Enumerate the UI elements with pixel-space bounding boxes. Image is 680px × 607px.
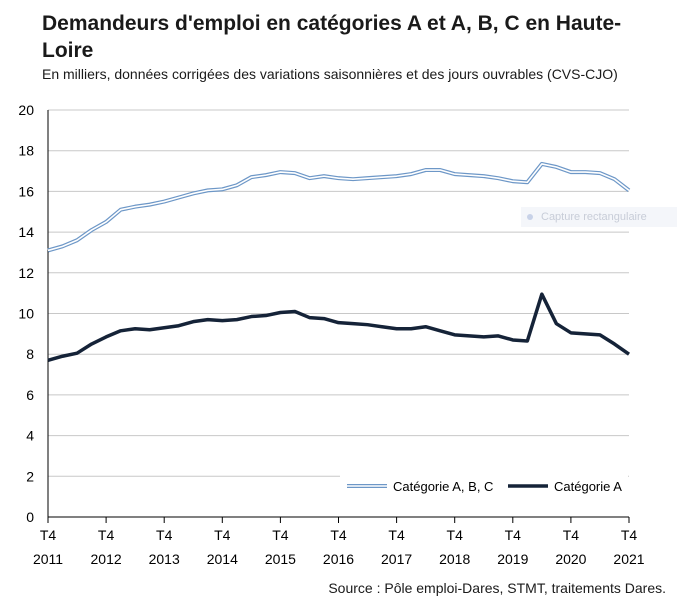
gridlines [48,109,629,477]
x-tick-quarter-2013: T4 [156,527,173,543]
legend-a-label: Catégorie A [554,479,622,494]
x-tick-quarter-2016: T4 [330,527,347,543]
series-a-line [47,292,631,362]
x-tick-quarter-2018: T4 [447,527,464,543]
source-note: Source : Pôle emploi-Dares, STMT, traite… [328,580,666,596]
series-lines [47,161,631,362]
x-tick-year-2017: 2017 [381,551,412,567]
y-tick-label-6: 6 [26,387,34,403]
y-tick-label-20: 20 [18,102,34,118]
x-tick-quarter-2020: T4 [563,527,580,543]
y-tick-label-4: 4 [26,428,34,444]
y-tick-label-8: 8 [26,346,34,362]
x-tick-year-2013: 2013 [149,551,180,567]
y-axis-labels: 0 2 4 6 8 10 12 14 16 18 20 [18,102,34,525]
y-tick-label-0: 0 [26,509,34,525]
x-tick-year-2018: 2018 [439,551,470,567]
x-axis-labels: T4 2011 T4 2012 T4 2013 T4 2014 T4 2015 T4 2016 T4 20… [33,527,645,567]
chart-title: Demandeurs d'emploi en catégories A et A… [42,12,622,62]
capture-label: Capture rectangulaire [541,211,647,223]
legend-background [340,474,628,498]
capture-dot-icon [527,214,533,221]
x-tick-year-2019: 2019 [497,551,528,567]
y-tick-label-14: 14 [18,224,34,240]
x-tick-quarter-2021: T4 [621,527,638,543]
y-tick-label-2: 2 [26,468,34,484]
x-tick-year-2012: 2012 [91,551,122,567]
axes [47,110,630,523]
y-tick-label-16: 16 [18,183,34,199]
x-tick-year-2021: 2021 [613,551,644,567]
x-tick-year-2015: 2015 [265,551,296,567]
x-tick-quarter-2015: T4 [272,527,289,543]
x-tick-quarter-2014: T4 [214,527,231,543]
series-abc-line-inner [47,163,630,252]
y-tick-label-12: 12 [18,265,34,281]
x-tick-quarter-2017: T4 [388,527,405,543]
x-tick-quarter-2011: T4 [40,527,57,543]
x-tick-year-2020: 2020 [555,551,586,567]
x-tick-quarter-2012: T4 [98,527,115,543]
x-tick-year-2011: 2011 [33,551,63,567]
chart-subtitle: En milliers, données corrigées des varia… [42,66,618,82]
x-tick-year-2016: 2016 [323,551,354,567]
capture-tooltip: Capture rectangulaire [521,207,677,227]
y-tick-label-18: 18 [18,143,34,159]
legend: Catégorie A, B, C Catégorie A [340,474,628,498]
legend-abc-label: Catégorie A, B, C [393,479,493,494]
y-tick-label-10: 10 [18,306,34,322]
x-tick-year-2014: 2014 [207,551,238,567]
x-tick-quarter-2019: T4 [505,527,522,543]
